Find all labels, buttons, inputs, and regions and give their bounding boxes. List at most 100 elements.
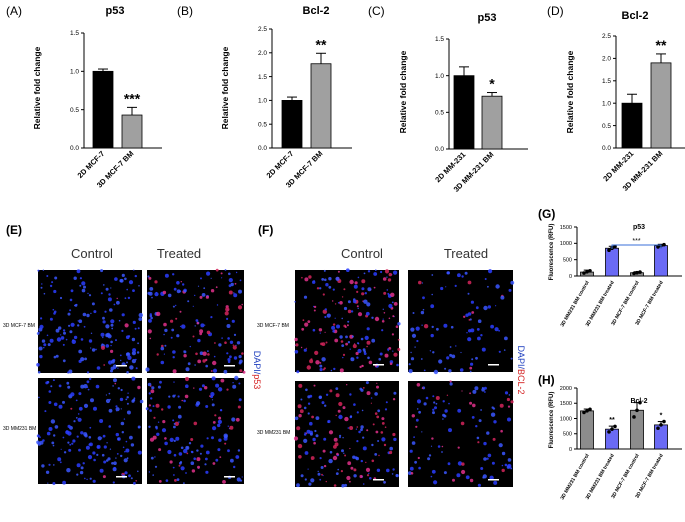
cell-dot <box>483 441 487 446</box>
cell-dot <box>170 319 174 323</box>
cell-dot <box>192 335 195 338</box>
cell-dot <box>90 398 94 403</box>
bar-2 <box>310 63 332 149</box>
cell-dot <box>110 344 112 347</box>
cell-dot <box>155 291 157 294</box>
cell-dot <box>237 449 241 452</box>
cell-dot <box>333 484 337 487</box>
cell-dot <box>442 400 445 403</box>
cell-dot <box>137 342 140 345</box>
cell-dot <box>90 312 92 315</box>
cell-dot <box>95 348 97 351</box>
cell-dot <box>371 316 374 319</box>
cell-dot <box>351 335 354 338</box>
cell-dot <box>436 327 439 331</box>
cell-dot <box>392 432 396 437</box>
cell-dot <box>446 356 450 360</box>
cell-dot <box>446 394 449 396</box>
y-tick-label: 1000 <box>560 241 572 247</box>
cell-dot <box>72 439 76 443</box>
cell-dot <box>100 332 105 337</box>
cell-dot <box>101 453 105 457</box>
cell-dot <box>324 308 327 311</box>
cell-dot <box>493 420 497 424</box>
cell-dot <box>432 411 435 415</box>
cell-dot <box>133 269 135 271</box>
cell-dot <box>219 456 222 458</box>
cell-dot <box>62 359 66 363</box>
cell-dot <box>386 276 388 278</box>
cell-dot <box>148 392 151 395</box>
cell-dot <box>415 425 418 428</box>
cell-dot <box>49 317 53 321</box>
cell-dot <box>130 477 133 480</box>
cell-dot <box>392 315 395 318</box>
cell-dot <box>181 324 186 329</box>
cell-dot <box>451 354 456 359</box>
cell-dot <box>139 399 144 404</box>
stain-legend: DAPI/BCL-2 <box>516 345 526 394</box>
cell-dot <box>50 385 53 388</box>
cell-signals <box>293 268 515 488</box>
cell-dot <box>353 284 358 289</box>
row-label: 3D MM231 BM <box>257 430 290 436</box>
cell-dot <box>342 437 344 439</box>
y-axis-label: Fluorescence (RFU) <box>549 392 555 449</box>
cell-dot <box>175 304 177 307</box>
cell-dot <box>475 356 478 360</box>
cell-dot <box>446 271 450 275</box>
cell-dot <box>227 360 231 364</box>
cell-dot <box>147 275 150 278</box>
cell-dot <box>305 388 308 392</box>
cell-dot <box>414 460 417 464</box>
cell-dot <box>57 457 62 462</box>
bar-1 <box>621 102 643 149</box>
cell-dot <box>92 451 96 455</box>
cell-dot <box>344 483 348 487</box>
cell-dot <box>190 438 194 441</box>
cell-dot <box>81 281 86 286</box>
cell-dot <box>70 289 74 293</box>
cell-dot <box>384 353 389 358</box>
cell-dot <box>178 421 180 423</box>
cell-dot <box>167 449 172 455</box>
cell-dot <box>323 464 327 468</box>
cell-dot <box>233 292 235 294</box>
cell-dot <box>210 316 213 319</box>
cell-dot <box>193 457 196 461</box>
cell-dot <box>304 277 309 282</box>
cell-dot <box>84 477 86 480</box>
cell-dot <box>223 369 228 374</box>
cell-dot <box>40 286 43 289</box>
cell-dot <box>376 415 380 419</box>
cell-dot <box>129 435 133 440</box>
cell-dot <box>86 371 90 374</box>
cell-dot <box>115 410 118 412</box>
cell-dot <box>155 425 158 429</box>
cell-dot <box>432 351 435 354</box>
cell-dot <box>339 301 343 305</box>
cell-dot <box>382 277 387 281</box>
cell-dot <box>463 315 466 318</box>
cell-dot <box>183 354 187 358</box>
cell-dot <box>238 382 241 385</box>
cell-dot <box>418 280 422 285</box>
cell-dot <box>232 345 237 350</box>
cell-dot <box>196 401 201 406</box>
cell-dot <box>467 280 472 285</box>
category-label: 3D MCF-7 BM treated <box>634 453 664 500</box>
cell-dot <box>478 419 482 423</box>
cell-dot <box>396 363 399 367</box>
cell-dot <box>160 360 165 365</box>
stain-marker: p53 <box>252 374 262 389</box>
cell-dot <box>190 450 193 453</box>
cell-dot <box>164 441 168 446</box>
cell-dot <box>300 398 303 401</box>
cell-dot <box>147 329 152 334</box>
cell-dot <box>155 403 160 408</box>
cell-dot <box>150 397 153 400</box>
cell-dot <box>60 336 65 340</box>
cell-dot <box>106 332 111 338</box>
cell-dot <box>164 437 167 440</box>
cell-dot <box>201 293 206 297</box>
